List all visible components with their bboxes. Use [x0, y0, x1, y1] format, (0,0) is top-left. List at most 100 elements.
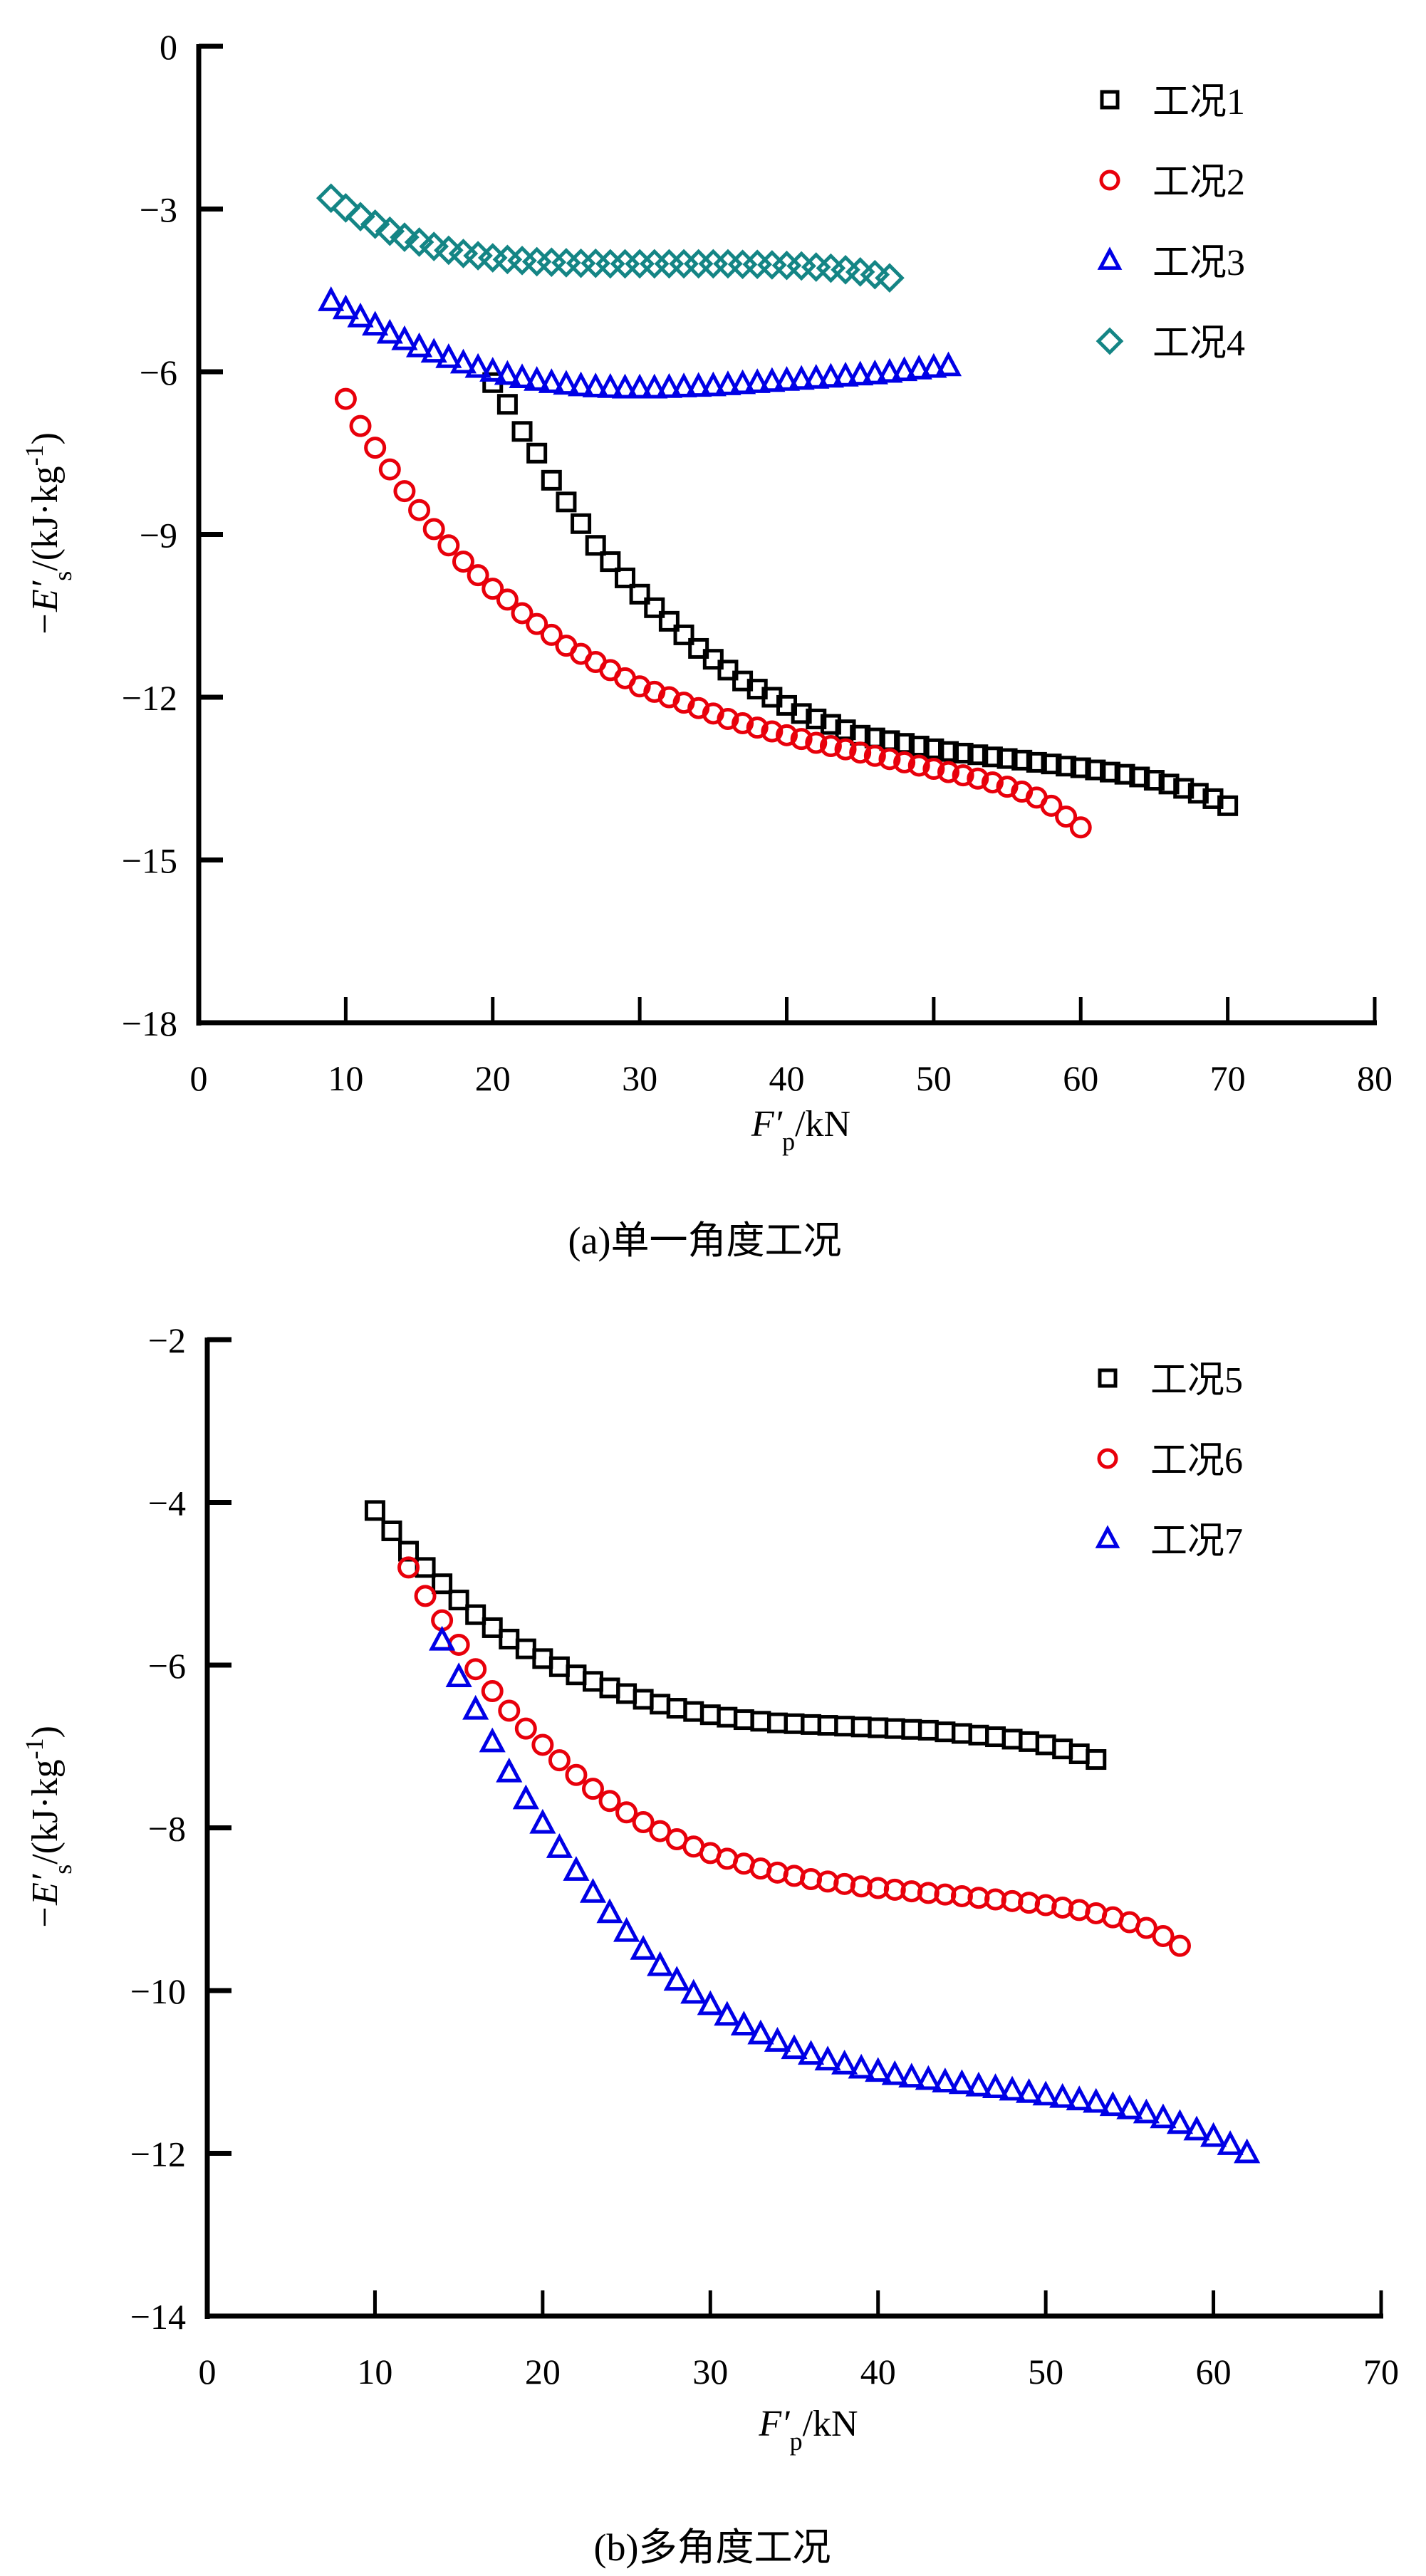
data-point	[532, 1648, 553, 1669]
data-point	[1099, 2091, 1126, 2117]
x-axis-title: F′p/kN	[758, 2404, 858, 2456]
data-point	[1100, 761, 1121, 783]
data-point	[655, 372, 682, 398]
data-point	[805, 731, 828, 754]
x-tick-label: 60	[1196, 2352, 1232, 2392]
data-point	[331, 193, 361, 223]
data-point	[951, 1723, 972, 1744]
legend-item: 工况4	[1095, 323, 1245, 364]
data-point	[848, 2053, 875, 2079]
data-point	[1041, 753, 1062, 775]
data-point	[878, 748, 901, 771]
legend-label: 工况1	[1152, 82, 1245, 122]
data-point	[697, 1990, 724, 2016]
data-point	[790, 728, 813, 751]
data-point	[641, 373, 668, 399]
data-point	[729, 369, 756, 395]
y-tick-label: −4	[148, 1483, 186, 1523]
data-point	[714, 370, 741, 395]
data-point	[1183, 2115, 1210, 2141]
figure-caption: (a)单一角度工况	[568, 1219, 842, 1262]
series-3	[429, 1625, 1261, 2164]
data-point	[447, 1633, 470, 1656]
data-point	[781, 2034, 808, 2060]
data-point	[464, 1658, 487, 1681]
data-point	[556, 491, 577, 513]
data-point	[1068, 1743, 1090, 1765]
data-point	[733, 1709, 754, 1731]
x-tick-label: 10	[328, 1058, 363, 1098]
legend-label: 工况4	[1152, 323, 1245, 364]
data-point	[1052, 1738, 1073, 1760]
x-tick-label: 70	[1363, 2352, 1399, 2392]
data-point	[834, 738, 857, 761]
data-point	[714, 2001, 741, 2026]
x-tick-label: 50	[916, 1058, 952, 1098]
data-point	[509, 363, 536, 388]
data-point	[482, 1617, 503, 1638]
data-point	[479, 1727, 506, 1753]
data-point	[515, 1638, 536, 1659]
data-point	[1069, 816, 1092, 839]
legend-marker-diamond-icon	[1095, 327, 1124, 355]
y-tick-label: −6	[140, 353, 177, 392]
data-point	[581, 1778, 604, 1800]
y-tick-label: −15	[122, 841, 177, 881]
data-point	[568, 371, 595, 397]
data-point	[803, 363, 830, 389]
data-point	[1055, 805, 1078, 828]
y-tick-label: −18	[122, 1003, 177, 1043]
data-point	[917, 1719, 939, 1741]
data-point	[422, 518, 445, 541]
data-point	[982, 746, 1003, 768]
legend-item: 工况3	[1097, 243, 1245, 283]
data-point	[479, 357, 506, 382]
x-tick-label: 70	[1210, 1058, 1246, 1098]
y-tick-label: −3	[140, 190, 177, 230]
data-point	[538, 368, 565, 393]
data-point	[1129, 766, 1150, 788]
data-point	[898, 2063, 925, 2088]
x-tick-label: 60	[1063, 1058, 1098, 1098]
data-point	[834, 1716, 855, 1737]
data-point	[658, 610, 680, 632]
legend-marker-square-icon	[1098, 1368, 1118, 1388]
data-point	[952, 742, 974, 763]
data-point	[938, 741, 959, 762]
data-point	[585, 535, 606, 556]
data-point	[647, 1951, 674, 1976]
data-point	[553, 370, 580, 395]
data-point	[1026, 751, 1047, 773]
data-point	[629, 583, 650, 605]
data-point	[650, 1694, 671, 1715]
data-point	[499, 1628, 520, 1649]
data-point	[744, 368, 771, 393]
data-point	[408, 499, 431, 521]
data-point	[481, 1680, 504, 1703]
data-point	[512, 1784, 539, 1810]
data-point	[999, 2075, 1026, 2101]
data-point	[868, 1717, 889, 1738]
data-point	[511, 602, 534, 625]
data-point	[1217, 795, 1239, 816]
data-point	[861, 359, 888, 385]
data-point	[1049, 2082, 1076, 2108]
data-point	[644, 597, 665, 618]
data-point	[832, 361, 859, 387]
y-tick-label: −10	[130, 1971, 186, 2011]
data-point	[935, 1721, 956, 1743]
series-1	[364, 1500, 1107, 1771]
data-point	[732, 712, 754, 735]
data-point	[1035, 1734, 1056, 1756]
data-point	[819, 735, 842, 758]
legend-item: 工况5	[1098, 1360, 1243, 1401]
data-point	[498, 1699, 521, 1722]
data-point	[1173, 778, 1195, 799]
series-1	[482, 372, 1239, 816]
data-point	[364, 1500, 385, 1521]
data-point	[429, 1625, 456, 1651]
data-point	[761, 720, 784, 743]
data-point	[797, 2040, 825, 2065]
legend-label: 工况7	[1150, 1521, 1243, 1562]
